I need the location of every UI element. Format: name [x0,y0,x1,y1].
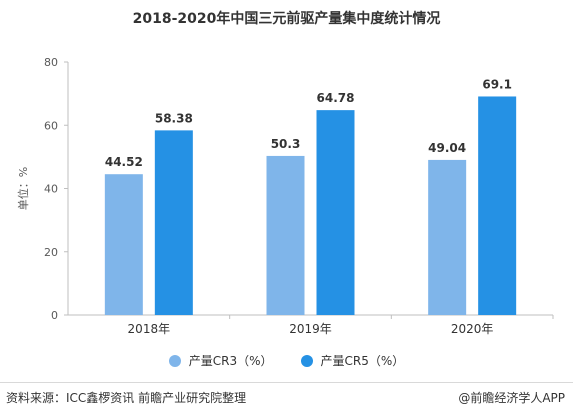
y-tick-label: 40 [44,183,58,196]
bar-cr3 [428,159,467,315]
legend-item-cr3: 产量CR3（%） [168,352,273,369]
y-tick-label: 20 [44,246,58,259]
source-note: 资料来源：ICC鑫椤资讯 前瞻产业研究院整理 [6,391,247,405]
data-label: 44.52 [105,155,143,169]
legend-swatch-cr5 [300,354,313,367]
y-tick-label: 0 [51,309,58,322]
legend-item-cr5: 产量CR5（%） [300,352,405,369]
bar-cr3 [266,155,305,315]
y-tick-label: 60 [44,119,58,132]
legend: 产量CR3（%） 产量CR5（%） [0,352,573,369]
x-tick-label: 2018年 [128,322,171,336]
y-axis-title: 单位：% [16,167,30,210]
bar-cr5 [316,110,355,316]
data-label: 69.1 [482,77,512,91]
legend-label-cr3: 产量CR3（%） [188,354,273,368]
data-label: 49.04 [428,141,466,155]
bar-chart: 0 20 40 60 80 单位：% 2018年 44.52 58.38 2019年 50.3 64.… [16,56,554,336]
data-label: 64.78 [317,91,355,105]
bar-cr5 [478,96,517,315]
data-label: 50.3 [271,137,301,151]
legend-swatch-cr3 [168,354,181,367]
footer-divider [0,382,573,383]
y-tick-label: 80 [44,56,58,69]
bar-cr3 [104,174,143,315]
x-tick-label: 2019年 [289,322,332,336]
brand-credit: @前瞻经济学人APP [458,391,565,405]
chart-title: 2018-2020年中国三元前驱产量集中度统计情况 [132,11,441,27]
bar-cr5 [154,130,193,315]
x-tick-label: 2020年 [451,322,494,336]
legend-label-cr5: 产量CR5（%） [320,354,405,368]
data-label: 58.38 [155,111,193,125]
